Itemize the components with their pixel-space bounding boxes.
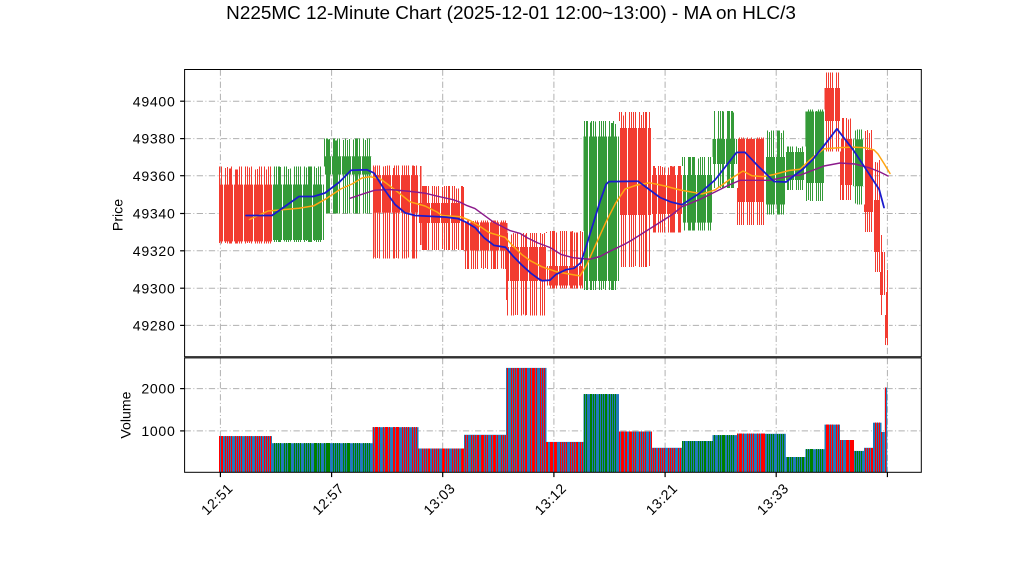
svg-text:49400: 49400 <box>133 93 176 109</box>
svg-text:2000: 2000 <box>141 381 175 397</box>
svg-text:49380: 49380 <box>133 131 176 147</box>
svg-text:49360: 49360 <box>133 168 176 184</box>
svg-text:Volume: Volume <box>118 391 134 438</box>
svg-text:N225MC 12-Minute Chart (2025-1: N225MC 12-Minute Chart (2025-12-01 12:00… <box>226 3 796 24</box>
svg-text:49340: 49340 <box>133 206 176 222</box>
svg-text:Price: Price <box>110 199 126 231</box>
svg-text:49300: 49300 <box>133 280 176 296</box>
svg-text:49320: 49320 <box>133 243 176 259</box>
svg-text:1000: 1000 <box>141 423 175 439</box>
svg-text:49280: 49280 <box>133 317 176 333</box>
